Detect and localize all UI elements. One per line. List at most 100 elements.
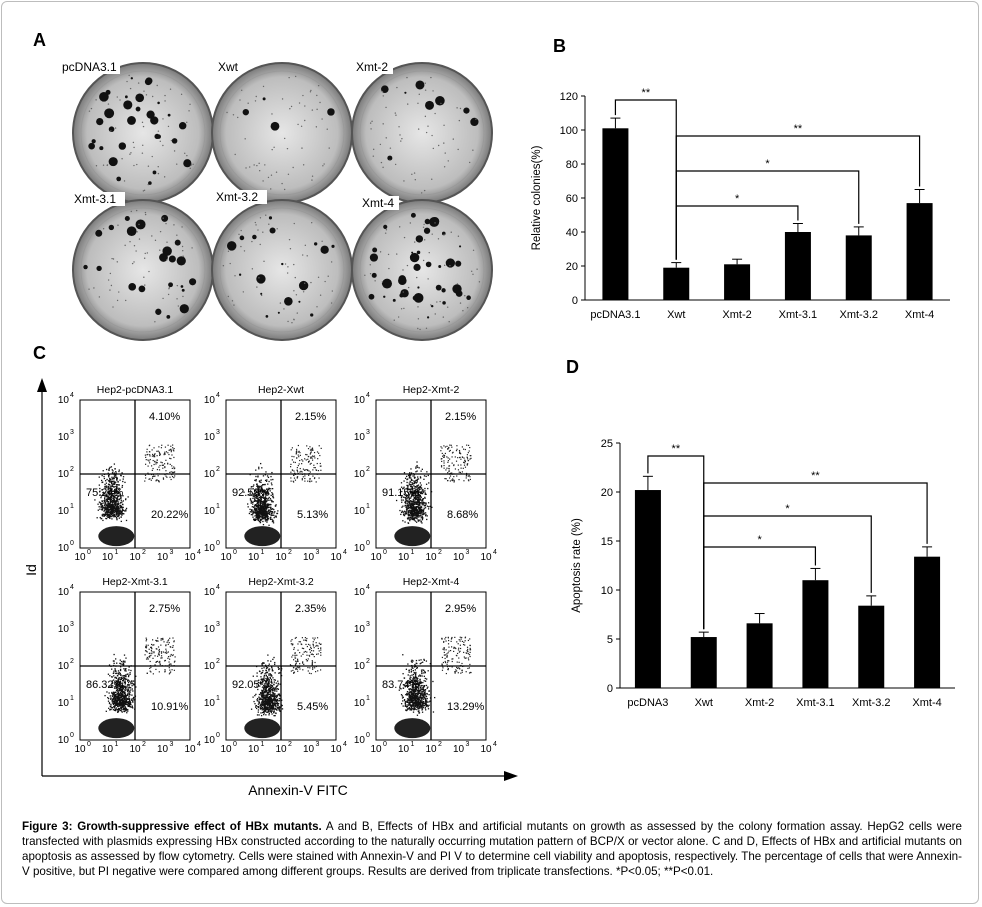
event-dot: [114, 515, 117, 518]
event-dot: [415, 514, 417, 517]
event-dot: [124, 705, 126, 707]
speck: [88, 110, 91, 112]
event-dot: [264, 498, 266, 500]
event-dot: [114, 475, 116, 477]
speck: [232, 114, 235, 116]
event-dot: [122, 700, 124, 702]
event-dot: [268, 493, 270, 495]
event-dot: [256, 518, 259, 520]
event-dot: [121, 711, 123, 713]
speck: [443, 124, 445, 126]
event-dot: [296, 477, 298, 479]
event-dot: [271, 511, 274, 513]
event-dot: [274, 707, 276, 709]
event-dot: [261, 711, 264, 714]
event-dot: [151, 453, 154, 456]
speck: [243, 250, 246, 252]
event-dot: [167, 444, 169, 446]
event-dot: [410, 517, 412, 519]
event-dot: [101, 506, 103, 509]
event-dot: [114, 504, 117, 507]
event-dot: [160, 655, 163, 657]
event-dot: [125, 708, 127, 710]
event-dot: [116, 708, 118, 711]
speck: [164, 94, 166, 97]
event-dot: [106, 691, 108, 693]
event-dot: [313, 466, 315, 469]
event-dot: [118, 495, 120, 497]
event-dot: [258, 498, 260, 501]
speck: [292, 166, 294, 169]
event-dot: [104, 506, 106, 508]
event-dot: [269, 703, 271, 705]
event-dot: [277, 700, 279, 702]
event-dot: [167, 657, 169, 659]
speck: [394, 163, 397, 166]
event-dot: [268, 670, 270, 672]
event-dot: [169, 646, 171, 648]
speck: [321, 240, 323, 242]
event-dot: [273, 709, 275, 711]
event-dot: [123, 707, 125, 709]
event-dot: [404, 477, 407, 479]
speck: [293, 263, 295, 266]
event-dot: [275, 699, 277, 702]
event-dot: [164, 659, 167, 662]
colony: [157, 101, 160, 105]
y-tick-label: 10: [204, 469, 216, 480]
event-dot: [409, 518, 411, 521]
event-dot: [295, 453, 297, 455]
event-dot: [414, 491, 416, 494]
event-dot: [156, 660, 159, 662]
speck: [163, 176, 166, 178]
event-dot: [414, 512, 416, 515]
event-dot: [170, 449, 172, 451]
event-dot: [253, 700, 255, 703]
dish-label: pcDNA3.1: [62, 60, 117, 74]
event-dot: [427, 487, 429, 490]
event-dot: [407, 484, 409, 487]
speck: [369, 122, 372, 124]
event-dot: [265, 695, 267, 698]
event-dot: [402, 505, 404, 507]
colony: [372, 247, 378, 253]
event-dot: [278, 700, 281, 702]
event-dot: [279, 683, 281, 685]
event-dot: [146, 451, 148, 453]
event-dot: [263, 698, 265, 700]
event-dot: [412, 517, 414, 520]
event-dot: [419, 492, 422, 494]
event-dot: [415, 467, 417, 469]
event-dot: [120, 660, 123, 663]
event-dot: [416, 516, 418, 518]
event-dot: [404, 493, 407, 495]
event-dot: [263, 506, 265, 508]
event-dot: [266, 671, 268, 674]
colony: [413, 263, 421, 271]
speck: [330, 261, 333, 263]
event-dot: [294, 479, 297, 481]
event-dot: [262, 687, 265, 689]
event-dot: [467, 444, 470, 446]
colony: [95, 229, 103, 237]
event-dot: [468, 474, 470, 477]
event-dot: [266, 510, 268, 512]
event-dot: [122, 691, 124, 693]
event-dot: [448, 465, 450, 467]
y-tick-label: 10: [204, 698, 216, 709]
event-dot: [413, 482, 416, 484]
event-dot: [423, 505, 426, 507]
dish-rim: [80, 207, 206, 333]
speck: [173, 150, 176, 152]
event-dot: [453, 476, 455, 478]
event-dot: [122, 478, 124, 480]
event-dot: [150, 671, 152, 673]
event-dot: [158, 650, 161, 653]
event-dot: [416, 667, 419, 669]
event-dot: [132, 696, 135, 699]
event-dot: [105, 505, 108, 507]
event-dot: [111, 515, 113, 518]
event-dot: [264, 491, 267, 493]
event-dot: [413, 518, 415, 520]
event-dot: [272, 658, 274, 661]
